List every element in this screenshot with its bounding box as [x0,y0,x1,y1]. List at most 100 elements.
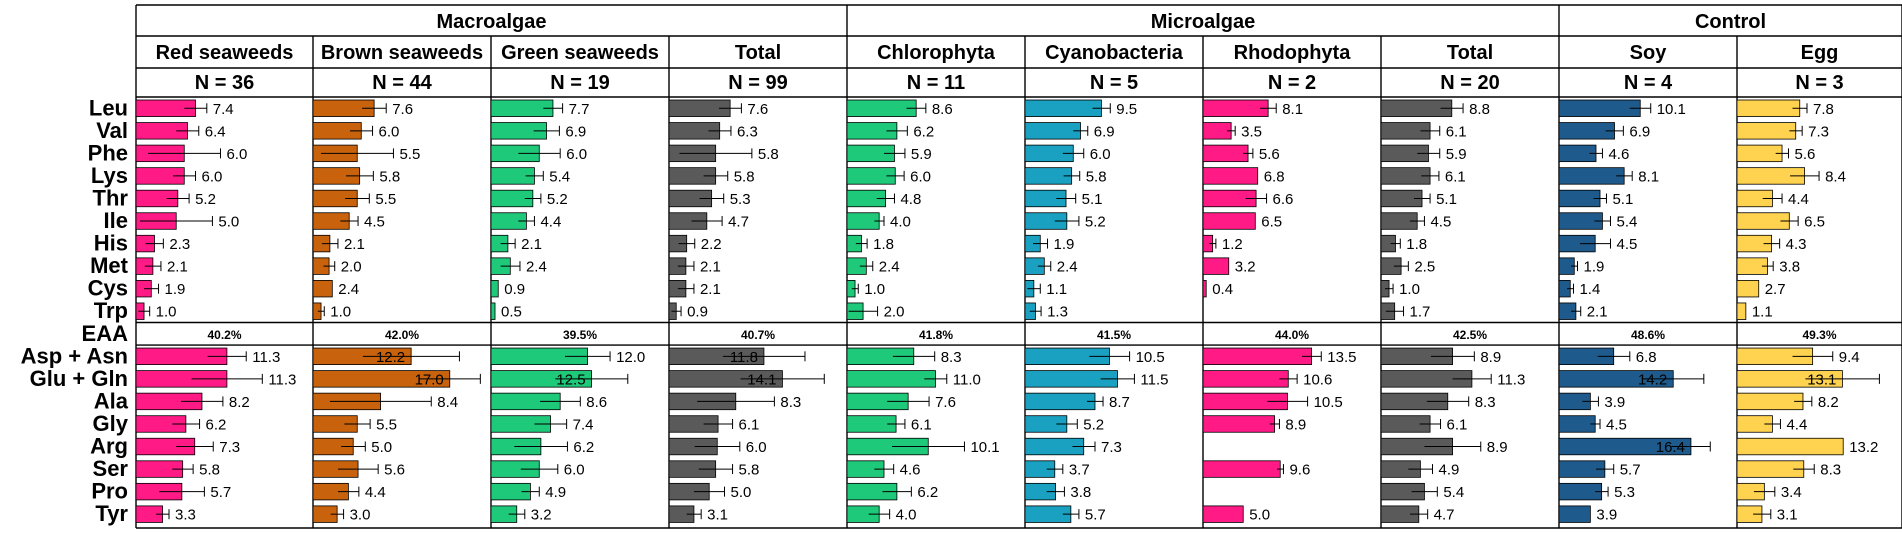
panel-n-cyanobacteria-5: N = 5 [1090,72,1138,94]
value-label-egg-9-phe: 5.6 [1794,146,1815,163]
value-label-chlorophyta-4-pro: 6.2 [917,484,938,501]
value-label-total-7-cys: 1.0 [1399,281,1420,298]
value-label-brown-seaweeds-1-cys: 2.4 [338,281,359,298]
value-label-brown-seaweeds-1-leu: 7.6 [392,101,413,118]
row-label-ala: Ala [94,388,129,413]
value-label-total-7-his: 1.8 [1406,236,1427,253]
bar-egg-9-phe [1736,144,1783,163]
value-label-total-3-val: 6.3 [737,123,758,140]
value-label-green-seaweeds-2-tyr: 3.2 [531,507,552,524]
value-label-brown-seaweeds-1-glu-gln: 17.0 [415,371,444,388]
row-label-pro: Pro [91,479,128,504]
value-label-brown-seaweeds-1-tyr: 3.0 [350,507,371,524]
panel-title-rhodophyta-6: Rhodophyta [1234,42,1352,64]
bar-rhodophyta-6-val [1202,122,1232,140]
value-label-green-seaweeds-2-val: 6.9 [565,123,586,140]
value-label-brown-seaweeds-1-met: 2.0 [341,259,362,276]
value-label-rhodophyta-6-tyr: 5.0 [1249,507,1270,524]
value-label-red-seaweeds-0-asp-asn: 11.3 [252,349,280,366]
value-label-rhodophyta-6-val: 3.5 [1241,123,1262,140]
value-label-cyanobacteria-5-ile: 5.2 [1085,214,1106,231]
value-label-total-7-thr: 5.1 [1436,191,1457,208]
value-label-egg-9-val: 7.3 [1808,123,1829,140]
value-label-chlorophyta-4-glu-gln: 11.0 [953,371,981,388]
value-label-chlorophyta-4-ala: 7.6 [935,394,956,411]
value-label-brown-seaweeds-1-gly: 5.5 [376,416,397,433]
value-label-brown-seaweeds-1-val: 6.0 [379,123,400,140]
value-label-chlorophyta-4-phe: 5.9 [911,146,932,163]
eaa-percent-total-3: 40.7% [741,328,775,342]
panel-title-brown-seaweeds-1: Brown seaweeds [321,42,483,64]
value-label-total-3-phe: 5.8 [758,146,779,163]
value-label-rhodophyta-6-phe: 5.6 [1259,146,1280,163]
value-label-brown-seaweeds-1-trp: 1.0 [330,304,351,321]
panel-n-total-3: N = 99 [728,72,787,94]
value-label-cyanobacteria-5-asp-asn: 10.5 [1136,349,1165,366]
value-label-chlorophyta-4-asp-asn: 8.3 [941,349,962,366]
panel-title-total-7: Total [1447,42,1493,64]
group-header-control: Control [1695,11,1766,33]
value-label-total-7-phe: 5.9 [1446,146,1467,163]
value-label-brown-seaweeds-1-his: 2.1 [344,236,365,253]
panel-title-red-seaweeds-0: Red seaweeds [156,42,294,64]
value-label-total-7-ser: 4.9 [1438,462,1459,479]
eaa-percent-cyanobacteria-5: 41.5% [1097,328,1131,342]
value-label-cyanobacteria-5-lys: 5.8 [1086,168,1107,185]
row-label-asp-asn: Asp + Asn [21,343,128,368]
value-label-chlorophyta-4-lys: 6.0 [910,168,931,185]
value-label-chlorophyta-4-gly: 6.1 [911,416,932,433]
eaa-percent-brown-seaweeds-1: 42.0% [385,328,419,342]
bar-rhodophyta-6-gly [1202,415,1276,433]
value-label-green-seaweeds-2-phe: 6.0 [566,146,587,163]
value-label-total-3-arg: 6.0 [746,439,767,456]
value-label-cyanobacteria-5-arg: 7.3 [1101,439,1122,456]
row-label-eaa: EAA [82,321,129,346]
row-label-phe: Phe [88,140,128,165]
panel-n-green-seaweeds-2: N = 19 [550,72,609,94]
value-label-total-3-asp-asn: 11.8 [730,349,758,366]
panel-n-brown-seaweeds-1: N = 44 [372,72,432,94]
value-label-egg-9-lys: 8.4 [1825,168,1846,185]
value-label-green-seaweeds-2-ile: 4.4 [540,214,561,231]
value-label-rhodophyta-6-ile: 6.5 [1261,214,1282,231]
row-label-tyr: Tyr [95,501,128,526]
value-label-egg-9-ile: 6.5 [1804,214,1825,231]
value-label-egg-9-glu-gln: 13.1 [1807,371,1836,388]
row-label-cys: Cys [88,276,128,301]
value-label-total-7-glu-gln: 11.3 [1497,371,1525,388]
bar-egg-9-leu [1736,99,1801,117]
value-label-rhodophyta-6-glu-gln: 10.6 [1303,371,1332,388]
value-label-egg-9-ser: 8.3 [1820,462,1841,479]
bar-rhodophyta-6-cys [1202,279,1207,298]
bar-egg-9-val [1736,122,1797,140]
value-label-egg-9-met: 3.8 [1779,259,1800,276]
value-label-cyanobacteria-5-ser: 3.7 [1069,462,1090,479]
value-label-brown-seaweeds-1-ser: 5.6 [384,462,405,479]
panel-title-soy-8: Soy [1630,42,1668,64]
value-label-brown-seaweeds-1-ala: 8.4 [437,394,458,411]
value-label-total-3-pro: 5.0 [731,484,752,501]
value-label-cyanobacteria-5-tyr: 5.7 [1085,507,1106,524]
value-label-total-7-gly: 6.1 [1447,416,1468,433]
bar-egg-9-arg [1736,437,1844,456]
value-label-soy-8-trp: 2.1 [1587,304,1608,321]
row-label-his: His [94,231,128,256]
value-label-cyanobacteria-5-gly: 5.2 [1083,416,1104,433]
value-label-egg-9-asp-asn: 9.4 [1839,349,1860,366]
value-label-total-7-asp-asn: 8.9 [1480,349,1501,366]
value-label-red-seaweeds-0-arg: 7.3 [219,439,240,456]
bar-rhodophyta-6-glu-gln [1202,370,1289,388]
value-label-soy-8-leu: 10.1 [1657,101,1686,118]
value-label-soy-8-phe: 4.6 [1608,146,1629,163]
value-label-green-seaweeds-2-thr: 5.2 [547,191,568,208]
value-label-chlorophyta-4-leu: 8.6 [932,101,953,118]
value-label-red-seaweeds-0-val: 6.4 [205,123,226,140]
value-label-cyanobacteria-5-phe: 6.0 [1090,146,1111,163]
value-label-soy-8-lys: 8.1 [1638,168,1659,185]
value-label-brown-seaweeds-1-asp-asn: 12.2 [376,349,405,366]
value-label-green-seaweeds-2-glu-gln: 12.5 [556,371,585,388]
value-label-red-seaweeds-0-glu-gln: 11.3 [268,371,296,388]
value-label-egg-9-cys: 2.7 [1765,281,1786,298]
value-label-chlorophyta-4-tyr: 4.0 [896,507,917,524]
value-label-soy-8-his: 4.5 [1616,236,1637,253]
